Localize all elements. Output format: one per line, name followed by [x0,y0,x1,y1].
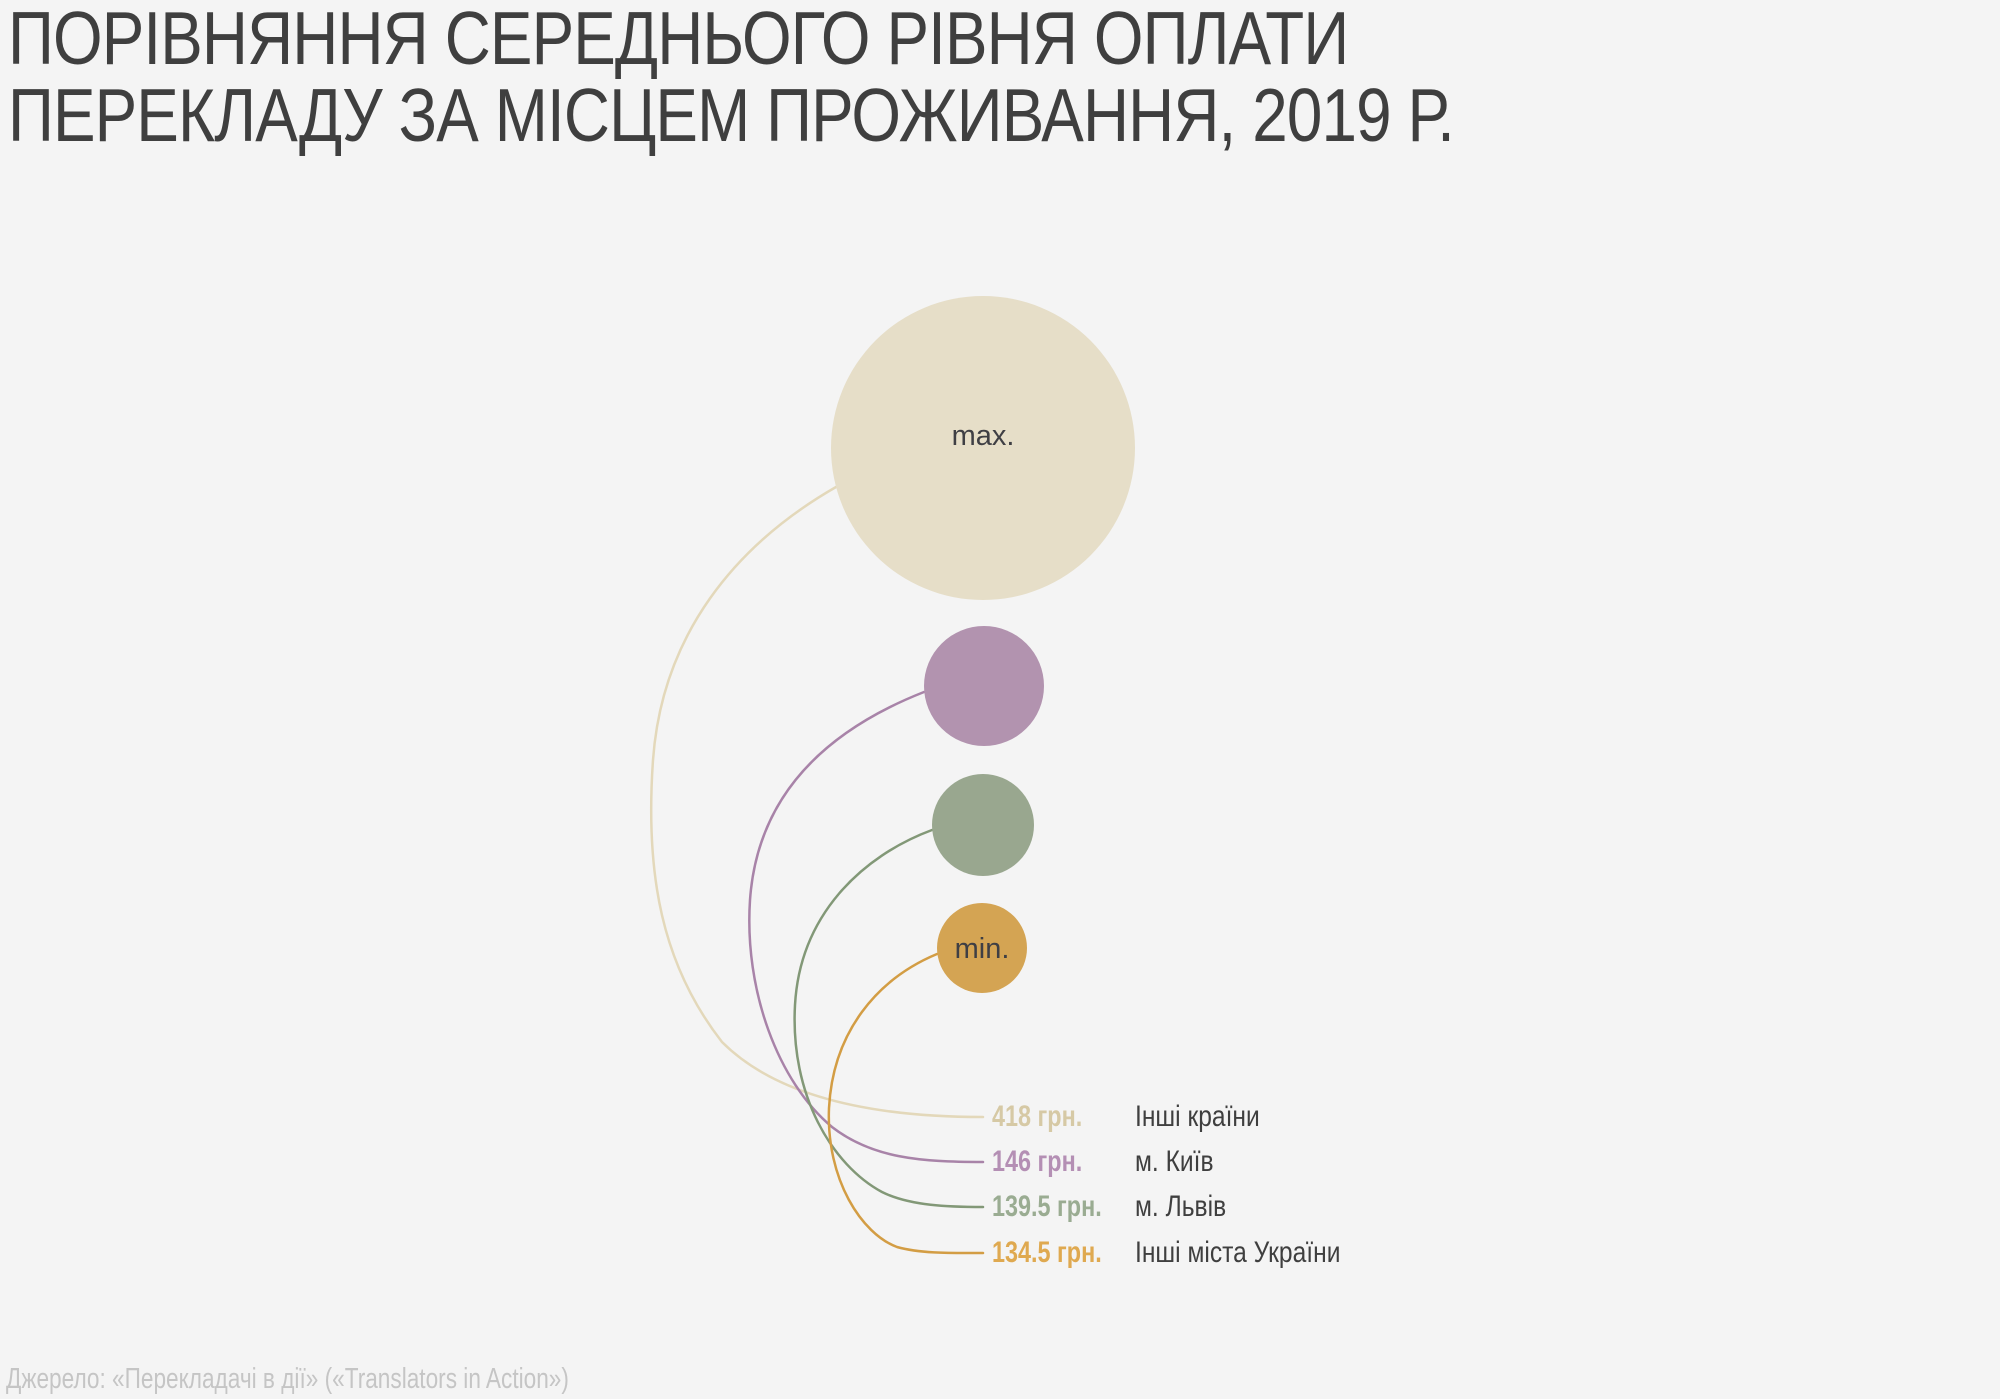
max-annotation: max. [952,420,1015,452]
bubble-lviv [932,774,1034,876]
legend-value-lviv: 139.5 грн. [992,1190,1102,1223]
curve-other-cities [827,952,985,1255]
bubble-kyiv [924,626,1044,746]
min-annotation: min. [955,933,1010,965]
legend-row-other-cities: 134.5 грн. Інші міста України [992,1231,1632,1275]
page-title-line-1: ПОРІВНЯННЯ СЕРЕДНЬОГО РІВНЯ ОПЛАТИ [8,0,1349,80]
legend-row-other-countries: 418 грн. Інші країни [992,1095,1632,1139]
page-title-line-2: ПЕРЕКЛАДУ ЗА МІСЦЕМ ПРОЖИВАННЯ, 2019 Р. [8,73,1455,157]
curve-kyiv [748,690,985,1164]
legend-row-kyiv: 146 грн. м. Київ [992,1140,1632,1184]
legend-label-kyiv: м. Київ [1135,1145,1214,1178]
legend-label-other-countries: Інші країни [1135,1100,1260,1133]
source-note: Джерело: «Перекладачі в дії» («Translato… [6,1363,569,1395]
legend-row-lviv: 139.5 грн. м. Львів [992,1185,1632,1229]
legend-label-other-cities: Інші міста України [1135,1236,1341,1269]
legend-value-other-countries: 418 грн. [992,1100,1083,1133]
bubble-other-countries-max [831,296,1135,600]
page-title: ПОРІВНЯННЯ СЕРЕДНЬОГО РІВНЯ ОПЛАТИ ПЕРЕК… [8,0,1455,157]
legend-value-kyiv: 146 грн. [992,1145,1083,1178]
legend-label-lviv: м. Львів [1135,1190,1227,1223]
curve-other-countries [649,485,985,1119]
curve-lviv [793,828,985,1209]
legend-value-other-cities: 134.5 грн. [992,1236,1102,1269]
bubble-other-cities-min [937,903,1027,993]
